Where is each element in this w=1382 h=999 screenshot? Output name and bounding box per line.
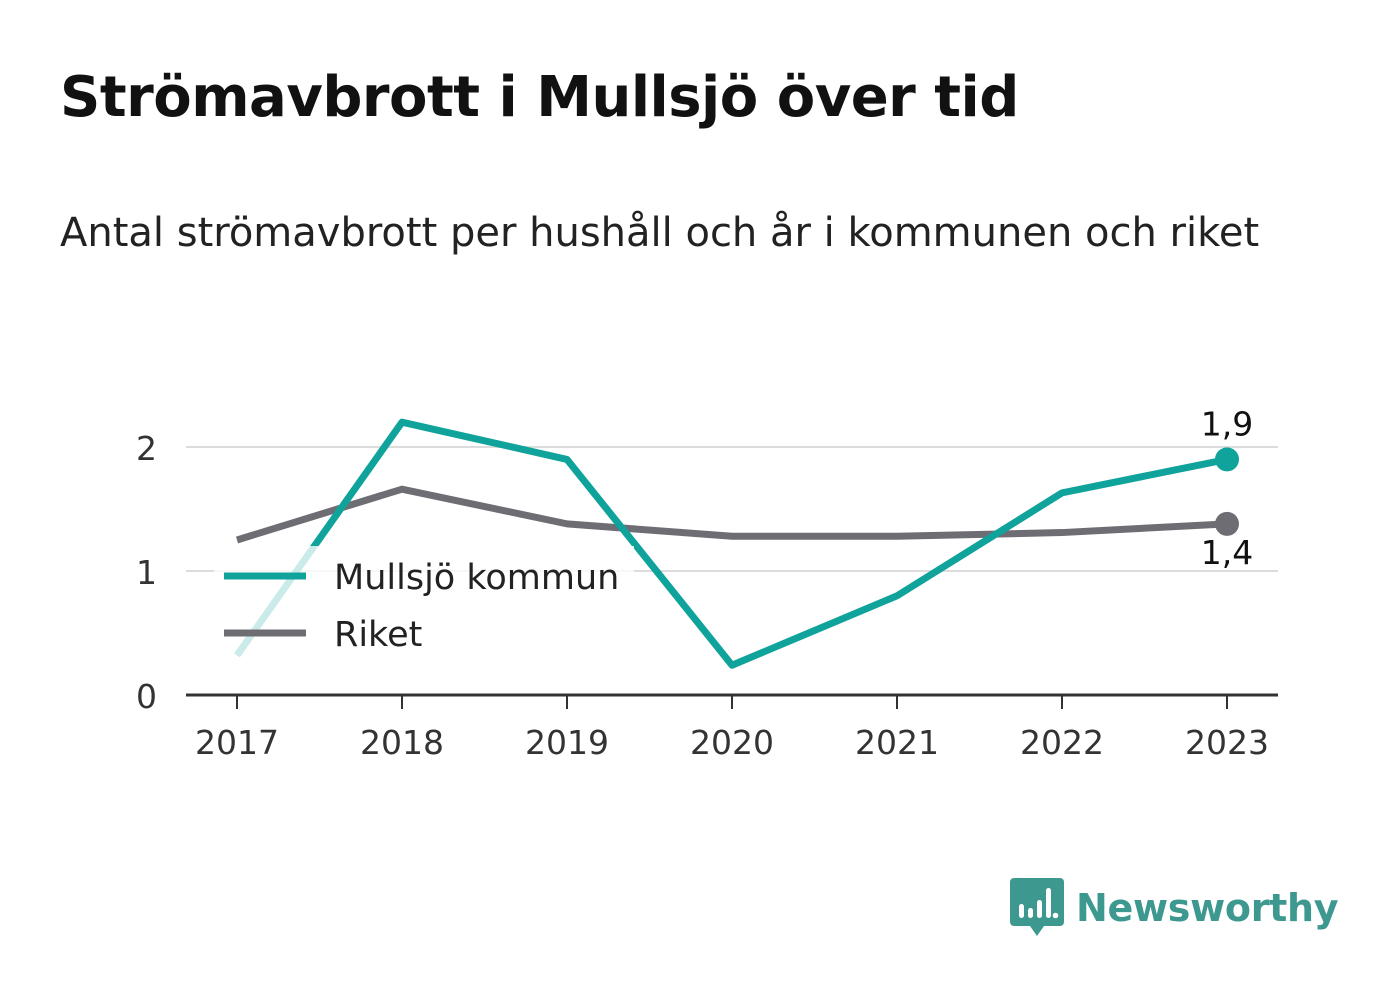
x-tick-label: 2017: [195, 723, 279, 762]
brand-name: Newsworthy: [1076, 886, 1339, 930]
endpoint-mullsjo: [1215, 447, 1239, 472]
end-label-riket: 1,4: [1201, 533, 1253, 572]
x-tick-label: 2018: [360, 723, 444, 762]
x-tick-label: 2023: [1185, 723, 1269, 762]
label-layer: 1,9 1,4: [1201, 404, 1253, 571]
y-tick-label: 0: [136, 677, 157, 716]
end-label-mullsjo: 1,9: [1201, 404, 1253, 443]
legend-background: [214, 546, 634, 664]
y-tick-label: 2: [136, 429, 157, 468]
chart-title: Strömavbrott i Mullsjö över tid: [60, 65, 1019, 130]
axis-layer: 0 1 2 2017 2018 2019 2020 2021 2022 2023: [136, 429, 1278, 762]
x-tick-label: 2022: [1020, 723, 1104, 762]
series-layer: [234, 418, 1228, 669]
y-tick-label: 1: [136, 553, 157, 592]
x-tick-label: 2021: [855, 723, 939, 762]
chart-subtitle: Antal strömavbrott per hushåll och år i …: [60, 210, 1260, 256]
series-line-riket: [235, 485, 1228, 544]
series-line-mullsjo: [234, 418, 1228, 669]
x-tick-label: 2020: [690, 723, 774, 762]
legend-label-riket: Riket: [334, 615, 422, 655]
x-tick-label: 2019: [525, 723, 609, 762]
legend: Mullsjö kommun Riket: [214, 546, 634, 664]
legend-label-mullsjo: Mullsjö kommun: [334, 558, 619, 598]
brand-logo: Newsworthy: [1010, 878, 1339, 938]
endpoint-riket: [1215, 511, 1239, 536]
newsworthy-logo-icon: [1010, 878, 1064, 936]
